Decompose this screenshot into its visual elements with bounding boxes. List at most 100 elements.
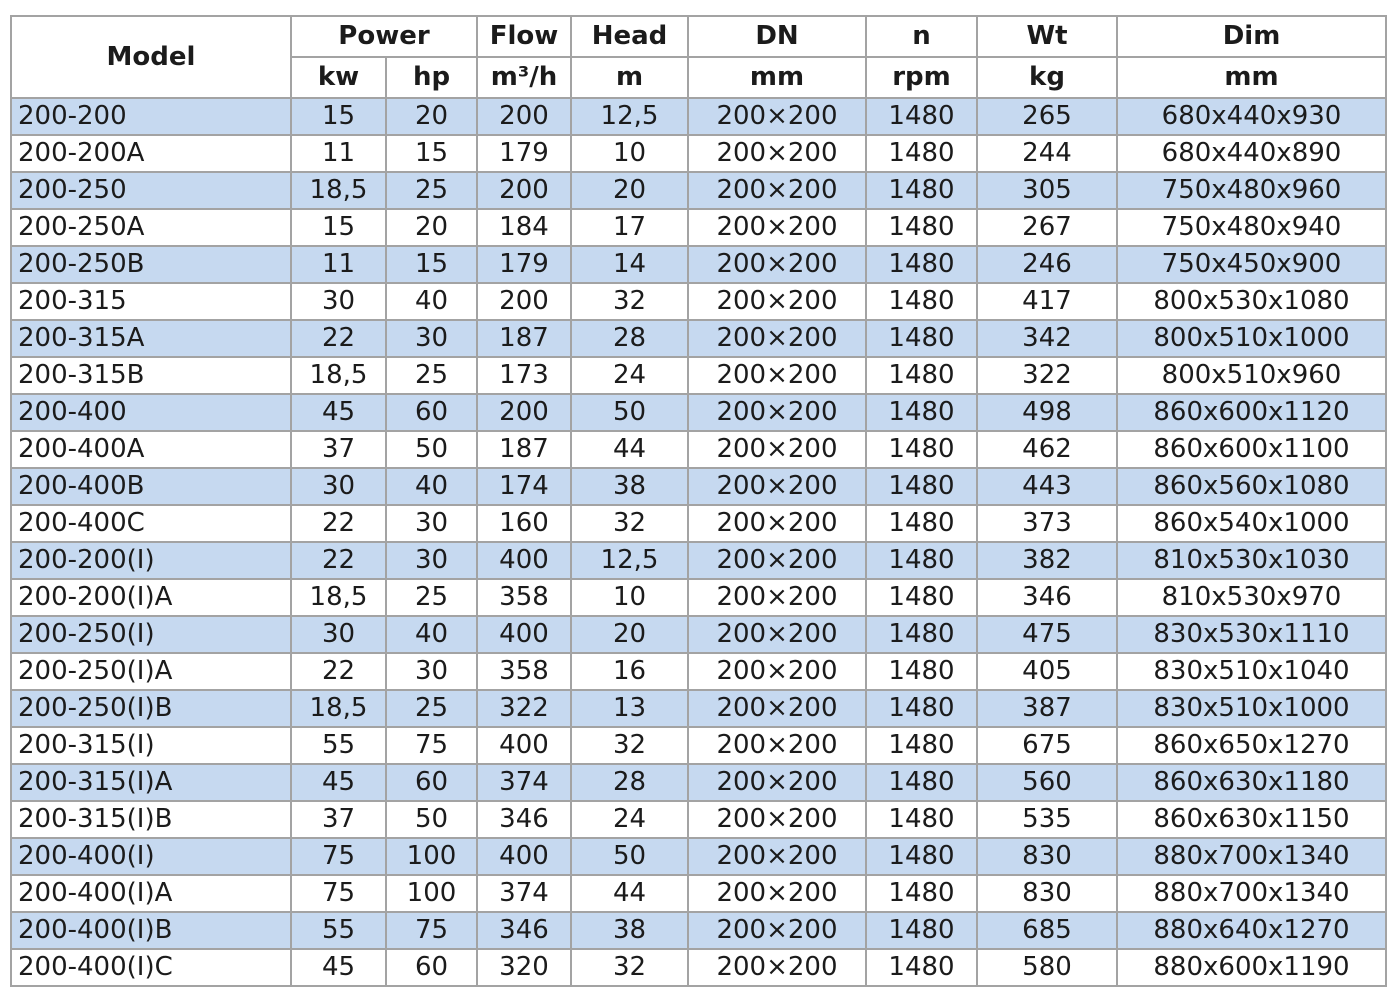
cell-wt: 346 bbox=[976, 578, 1118, 617]
cell-wt: 322 bbox=[976, 356, 1118, 395]
table-row: 200-400A 37 50 187 44 200×200 1480 462 860x600x1… bbox=[10, 430, 1387, 469]
cell-head: 12,5 bbox=[570, 97, 689, 136]
cell-flow: 200 bbox=[476, 282, 572, 321]
cell-wt: 387 bbox=[976, 689, 1118, 728]
cell-hp: 40 bbox=[385, 282, 478, 321]
cell-wt: 305 bbox=[976, 171, 1118, 210]
cell-flow: 187 bbox=[476, 430, 572, 469]
cell-flow: 174 bbox=[476, 467, 572, 506]
cell-hp: 25 bbox=[385, 356, 478, 395]
table-row: 200-250 18,5 25 200 20 200×200 1480 305 750x480x… bbox=[10, 171, 1387, 210]
cell-dim: 860x540x1000 bbox=[1116, 504, 1387, 543]
cell-dn: 200×200 bbox=[687, 652, 867, 691]
cell-dim: 860x630x1150 bbox=[1116, 800, 1387, 839]
unit-head: m bbox=[570, 56, 689, 99]
cell-wt: 685 bbox=[976, 911, 1118, 950]
cell-dim: 810x530x1030 bbox=[1116, 541, 1387, 580]
cell-head: 13 bbox=[570, 689, 689, 728]
cell-head: 16 bbox=[570, 652, 689, 691]
cell-flow: 358 bbox=[476, 652, 572, 691]
cell-dim: 800x510x1000 bbox=[1116, 319, 1387, 358]
unit-hp: hp bbox=[385, 56, 478, 99]
cell-dim: 750x480x960 bbox=[1116, 171, 1387, 210]
table-row: 200-400 45 60 200 50 200×200 1480 498 860x600x11… bbox=[10, 393, 1387, 432]
cell-n: 1480 bbox=[865, 615, 978, 654]
cell-n: 1480 bbox=[865, 578, 978, 617]
cell-head: 12,5 bbox=[570, 541, 689, 580]
cell-hp: 25 bbox=[385, 689, 478, 728]
cell-head: 17 bbox=[570, 208, 689, 247]
cell-dn: 200×200 bbox=[687, 578, 867, 617]
cell-dn: 200×200 bbox=[687, 467, 867, 506]
cell-n: 1480 bbox=[865, 837, 978, 876]
header-head: Head bbox=[570, 15, 689, 58]
cell-flow: 400 bbox=[476, 726, 572, 765]
cell-kw: 55 bbox=[290, 911, 387, 950]
cell-model: 200-200 bbox=[10, 97, 292, 136]
cell-n: 1480 bbox=[865, 652, 978, 691]
cell-head: 44 bbox=[570, 430, 689, 469]
cell-hp: 50 bbox=[385, 430, 478, 469]
cell-n: 1480 bbox=[865, 245, 978, 284]
cell-head: 50 bbox=[570, 393, 689, 432]
cell-dn: 200×200 bbox=[687, 208, 867, 247]
header-wt: Wt bbox=[976, 15, 1118, 58]
cell-model: 200-400B bbox=[10, 467, 292, 506]
cell-hp: 75 bbox=[385, 726, 478, 765]
table-row: 200-250B 11 15 179 14 200×200 1480 246 750x450x9… bbox=[10, 245, 1387, 284]
header-dn: DN bbox=[687, 15, 867, 58]
cell-dn: 200×200 bbox=[687, 282, 867, 321]
table-row: 200-315B 18,5 25 173 24 200×200 1480 322 800x510… bbox=[10, 356, 1387, 395]
cell-model: 200-250 bbox=[10, 171, 292, 210]
cell-dim: 880x700x1340 bbox=[1116, 874, 1387, 913]
unit-wt: kg bbox=[976, 56, 1118, 99]
cell-kw: 18,5 bbox=[290, 578, 387, 617]
table-row: 200-200A 11 15 179 10 200×200 1480 244 680x440x8… bbox=[10, 134, 1387, 173]
cell-dn: 200×200 bbox=[687, 134, 867, 173]
cell-head: 20 bbox=[570, 171, 689, 210]
header-n: n bbox=[865, 15, 978, 58]
cell-hp: 40 bbox=[385, 467, 478, 506]
cell-dn: 200×200 bbox=[687, 948, 867, 987]
cell-dim: 810x530x970 bbox=[1116, 578, 1387, 617]
cell-dn: 200×200 bbox=[687, 837, 867, 876]
cell-head: 14 bbox=[570, 245, 689, 284]
table-row: 200-400(I) 75 100 400 50 200×200 1480 830 880x70… bbox=[10, 837, 1387, 876]
unit-flow: m³/h bbox=[476, 56, 572, 99]
cell-head: 44 bbox=[570, 874, 689, 913]
cell-n: 1480 bbox=[865, 800, 978, 839]
cell-flow: 179 bbox=[476, 245, 572, 284]
cell-kw: 75 bbox=[290, 837, 387, 876]
cell-flow: 400 bbox=[476, 837, 572, 876]
cell-hp: 30 bbox=[385, 504, 478, 543]
cell-kw: 45 bbox=[290, 393, 387, 432]
cell-kw: 37 bbox=[290, 800, 387, 839]
cell-model: 200-315(I)A bbox=[10, 763, 292, 802]
cell-model: 200-315B bbox=[10, 356, 292, 395]
cell-kw: 18,5 bbox=[290, 171, 387, 210]
cell-dn: 200×200 bbox=[687, 800, 867, 839]
cell-head: 32 bbox=[570, 948, 689, 987]
table-row: 200-315(I) 55 75 400 32 200×200 1480 675 860x650… bbox=[10, 726, 1387, 765]
table-row: 200-250(I)A 22 30 358 16 200×200 1480 405 830x51… bbox=[10, 652, 1387, 691]
cell-flow: 173 bbox=[476, 356, 572, 395]
cell-kw: 22 bbox=[290, 504, 387, 543]
cell-hp: 50 bbox=[385, 800, 478, 839]
cell-dim: 800x510x960 bbox=[1116, 356, 1387, 395]
cell-dn: 200×200 bbox=[687, 689, 867, 728]
cell-kw: 22 bbox=[290, 541, 387, 580]
table-row: 200-200 15 20 200 12,5 200×200 1480 265 680x440x… bbox=[10, 97, 1387, 136]
cell-kw: 45 bbox=[290, 948, 387, 987]
cell-n: 1480 bbox=[865, 134, 978, 173]
table-row: 200-250(I)B 18,5 25 322 13 200×200 1480 387 830x… bbox=[10, 689, 1387, 728]
cell-head: 32 bbox=[570, 504, 689, 543]
cell-dn: 200×200 bbox=[687, 541, 867, 580]
cell-head: 10 bbox=[570, 134, 689, 173]
header-row-2: kw hp m³/h m mm rpm kg mm bbox=[11, 56, 1387, 99]
cell-head: 32 bbox=[570, 282, 689, 321]
cell-dn: 200×200 bbox=[687, 874, 867, 913]
cell-wt: 830 bbox=[976, 837, 1118, 876]
cell-dim: 680x440x930 bbox=[1116, 97, 1387, 136]
cell-flow: 179 bbox=[476, 134, 572, 173]
cell-model: 200-200(I) bbox=[10, 541, 292, 580]
